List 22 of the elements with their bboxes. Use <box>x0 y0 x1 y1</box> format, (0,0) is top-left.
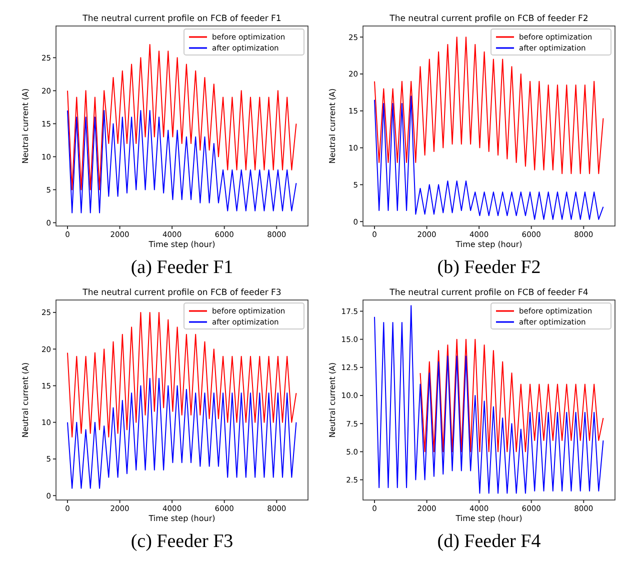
text: (d) Feeder F4 <box>437 531 542 552</box>
y-axis-title: Neutral current (A) <box>21 362 30 438</box>
line-series <box>67 44 297 190</box>
y-axis-title: Neutral current (A) <box>328 362 337 438</box>
y-axis-title: Neutral current (A) <box>328 88 337 164</box>
line-series <box>374 305 604 494</box>
chart-title: The neutral current profile on FCB of feeder F2 <box>388 14 588 24</box>
line-series <box>420 338 604 452</box>
text: (c) Feeder F3 <box>130 531 234 552</box>
x-axis-title: Time step (hour) <box>454 240 522 249</box>
chart-title: The neutral current profile on FCB of feeder F4 <box>388 288 588 298</box>
y-axis-title: Neutral current (A) <box>21 88 30 164</box>
line-series <box>67 378 297 489</box>
text: (b) Feeder F2 <box>437 257 541 278</box>
chart-title: The neutral current profile on FCB of feeder F3 <box>82 288 282 298</box>
x-axis-title: Time step (hour) <box>454 514 522 523</box>
x-axis-title: Time step (hour) <box>148 240 216 249</box>
x-axis-title: Time step (hour) <box>148 514 216 523</box>
line-series <box>67 110 297 214</box>
text: (a) Feeder F1 <box>130 257 234 278</box>
line-series <box>374 96 604 220</box>
chart-title: The neutral current profile on FCB of feeder F1 <box>82 14 282 24</box>
